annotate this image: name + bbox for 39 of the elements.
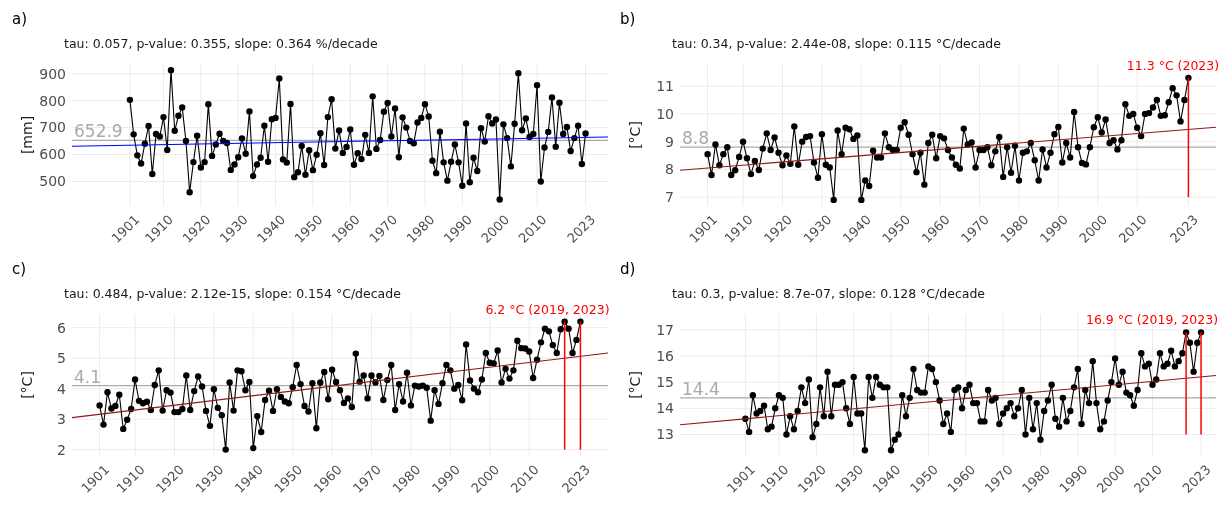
y-tick-label: 6 xyxy=(57,319,67,336)
ref-line-label: 652.9 xyxy=(74,121,123,142)
y-tick-label: 600 xyxy=(39,146,66,163)
y-tick-label: 17 xyxy=(656,321,674,338)
y-tick-label: 10 xyxy=(656,105,674,122)
y-tick-label: 3 xyxy=(57,411,66,428)
chart-subtitle: tau: 0.34, p-value: 2.44e-08, slope: 0.115 °C/decade xyxy=(672,36,1002,51)
chart-subtitle: tau: 0.057, p-value: 0.355, slope: 0.364 %/decade xyxy=(64,36,378,51)
y-tick-label: 11 xyxy=(656,78,674,95)
ref-line-label: 6.2 °C (2019, 2023) xyxy=(485,301,610,317)
y-tick-label: 700 xyxy=(39,119,66,136)
y-tick-label: 15 xyxy=(656,374,674,391)
ref-line-label: 4.1 xyxy=(74,366,102,387)
ref-line-label: 8.8 xyxy=(682,128,710,149)
y-axis-title: [°C] xyxy=(627,371,643,399)
y-axis-title: [mm] xyxy=(19,115,35,155)
y-axis-title: [°C] xyxy=(627,121,643,149)
chart-title: a) xyxy=(12,10,28,28)
y-tick-label: 9 xyxy=(665,133,674,150)
y-tick-label: 13 xyxy=(656,426,674,443)
ref-line-label: 16.9 °C (2019, 2023) xyxy=(1085,312,1219,328)
chart-title: c) xyxy=(12,260,27,278)
y-tick-label: 8 xyxy=(665,161,674,178)
ref-line-label: 14.4 xyxy=(682,378,720,399)
y-tick-label: 16 xyxy=(656,347,675,364)
chart-title: d) xyxy=(620,260,636,278)
chart-subtitle: tau: 0.484, p-value: 2.12e-15, slope: 0.154 °C/decade xyxy=(64,286,402,301)
ref-line-label: 11.3 °C (2023) xyxy=(1126,57,1220,73)
y-tick-label: 900 xyxy=(39,65,66,82)
y-tick-label: 4 xyxy=(57,380,67,397)
y-axis-title: [°C] xyxy=(19,371,35,399)
chart-subtitle: tau: 0.3, p-value: 8.7e-07, slope: 0.128 °C/decade xyxy=(672,286,986,301)
y-tick-label: 500 xyxy=(39,173,66,190)
chart-title: b) xyxy=(620,10,636,28)
y-tick-label: 7 xyxy=(665,189,674,206)
y-tick-label: 14 xyxy=(656,400,675,417)
y-tick-label: 5 xyxy=(57,350,66,367)
y-tick-label: 800 xyxy=(39,92,66,109)
y-tick-label: 2 xyxy=(57,441,66,458)
